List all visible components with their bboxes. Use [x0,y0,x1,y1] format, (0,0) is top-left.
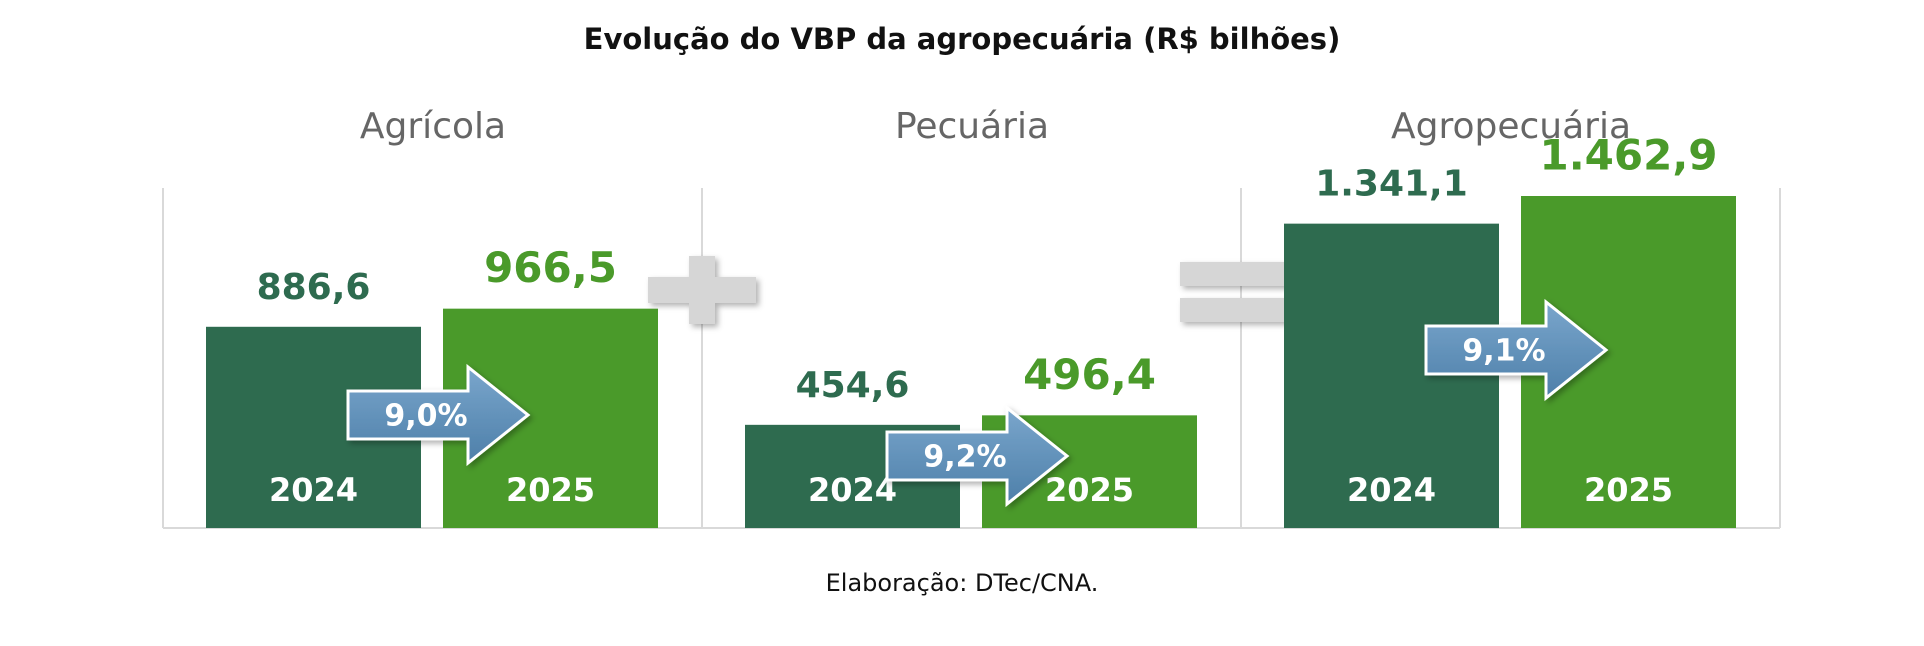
value-label: 496,4 [1023,350,1156,399]
plus-sign [648,256,756,324]
category-label: 2025 [1584,471,1673,509]
growth-arrow [1424,298,1609,402]
growth-label: 9,0% [384,399,467,434]
growth-arrow [346,363,531,467]
value-label: 966,5 [484,243,617,292]
value-label: 1.341,1 [1315,164,1468,205]
growth-arrow [885,404,1070,508]
value-label: 1.462,9 [1539,131,1717,180]
value-label: 454,6 [796,365,910,406]
panel-title: Pecuária [895,106,1049,147]
bar [1284,223,1499,528]
category-label: 2024 [269,471,358,509]
panel-title: Agropecuária [1391,106,1631,147]
source-note: Elaboração: DTec/CNA. [826,569,1099,597]
chart-title: Evolução do VBP da agropecuária (R$ bilh… [584,22,1341,56]
category-label: 2024 [808,471,897,509]
category-label: 2025 [506,471,595,509]
category-label: 2025 [1045,471,1134,509]
equals-sign [1180,262,1286,322]
category-label: 2024 [1347,471,1436,509]
value-label: 886,6 [257,267,371,308]
panel-title: Agrícola [360,106,506,147]
frame [162,188,1781,529]
growth-label: 9,2% [923,440,1006,475]
growth-label: 9,1% [1462,334,1545,369]
plots: Agrícola 886,6 2024 966,5 2025 9,0% Pecuária 45… [206,106,1736,528]
